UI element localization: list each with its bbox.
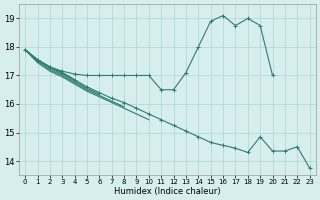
X-axis label: Humidex (Indice chaleur): Humidex (Indice chaleur)	[114, 187, 221, 196]
